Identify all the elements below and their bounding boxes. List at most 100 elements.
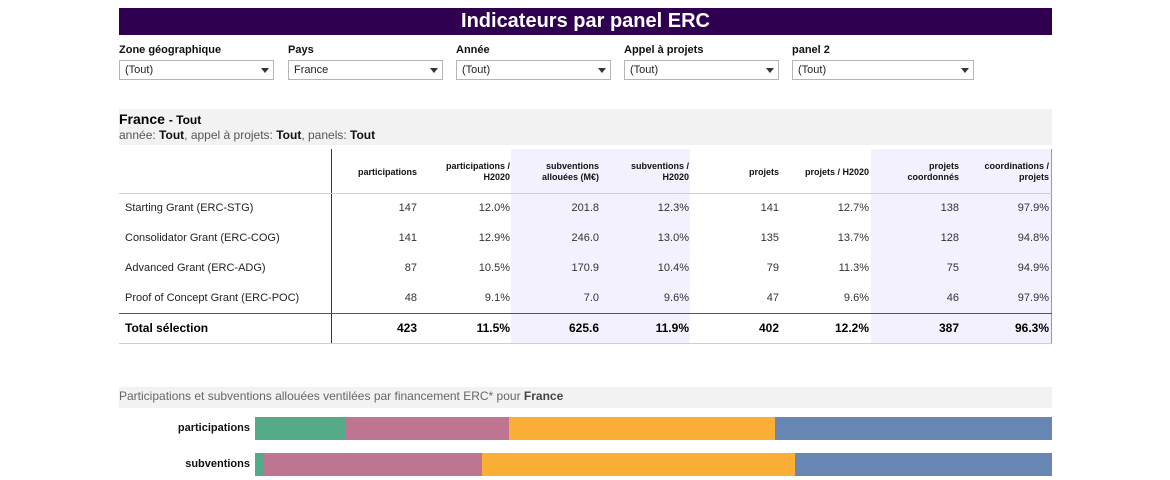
- bar-segment[interactable]: [255, 453, 264, 476]
- panel2-dropdown[interactable]: (Tout): [792, 60, 974, 80]
- column-header-line: H2020: [662, 172, 689, 182]
- table-cell: 246.0: [571, 232, 599, 244]
- column-shade-coordinations: [871, 149, 1051, 344]
- table-cell: 12.7%: [837, 202, 869, 214]
- filter-annee: Année (Tout): [456, 43, 611, 80]
- summary-appel: Tout: [276, 128, 302, 142]
- filter-panel2: panel 2 (Tout): [792, 43, 974, 80]
- column-header: projets / H2020: [784, 159, 869, 185]
- chart-title-country: France: [523, 389, 564, 403]
- stacked-bar: [255, 417, 1052, 440]
- column-header: coordinations / projets: [964, 159, 1049, 185]
- column-header-line: H2020: [483, 172, 510, 182]
- table-cell: 79: [766, 262, 779, 274]
- indicators-table: participations participations / H2020 subve…: [119, 149, 1052, 344]
- column-header: subventions / H2020: [604, 159, 689, 185]
- table-cell: 10.4%: [657, 262, 689, 274]
- annee-dropdown-value: (Tout): [462, 64, 491, 76]
- pays-dropdown-value: France: [294, 64, 329, 76]
- bar-segment[interactable]: [345, 417, 510, 440]
- column-header-line: projets / H2020: [804, 166, 869, 177]
- column-header: projets coordonnés: [874, 159, 959, 185]
- table-bottom-border: [119, 343, 1052, 344]
- table-cell: 625.6: [568, 321, 599, 335]
- summary-suffix-dash: -: [168, 113, 177, 127]
- bar-segment[interactable]: [481, 453, 795, 476]
- pays-dropdown[interactable]: France: [288, 60, 443, 80]
- bar-segment[interactable]: [509, 417, 776, 440]
- table-cell: 141: [760, 202, 779, 214]
- table-cell: 7.0: [583, 292, 599, 304]
- bar-segment[interactable]: [263, 453, 482, 476]
- table-cell: 11.3%: [838, 262, 869, 274]
- table-cell: 9.1%: [484, 292, 510, 304]
- summary-panels-prefix: , panels:: [301, 128, 351, 142]
- column-header: projets: [694, 159, 779, 185]
- table-cell: 48: [404, 292, 417, 304]
- chevron-down-icon: [598, 67, 606, 73]
- summary-appel-prefix: , appel à projets:: [184, 128, 277, 142]
- selection-summary: France - Tout année: Tout, appel à proje…: [119, 109, 1052, 145]
- table-cell: 12.3%: [657, 202, 689, 214]
- column-header-line: allouées (M€): [541, 172, 599, 182]
- table-cell: 97.9%: [1017, 292, 1049, 304]
- page-title: Indicateurs par panel ERC: [119, 8, 1052, 35]
- table-cell: 138: [940, 202, 959, 214]
- annee-dropdown[interactable]: (Tout): [456, 60, 611, 80]
- chevron-down-icon: [261, 67, 269, 73]
- table-cell: 147: [398, 202, 417, 214]
- column-header-line: participations /: [445, 161, 510, 171]
- table-cell: 128: [940, 232, 959, 244]
- zone-dropdown-value: (Tout): [125, 64, 154, 76]
- chevron-down-icon: [430, 67, 438, 73]
- summary-filters: année: Tout, appel à projets: Tout, pane…: [119, 128, 375, 142]
- table-cell: 87: [404, 262, 417, 274]
- summary-country: France: [119, 111, 165, 127]
- column-header-line: subventions: [545, 161, 599, 171]
- summary-annee-prefix: année:: [119, 128, 160, 142]
- bar-segment[interactable]: [255, 417, 346, 440]
- filter-pays: Pays France: [288, 43, 443, 80]
- bar-label: subventions: [185, 458, 250, 470]
- table-cell: 9.6%: [663, 292, 689, 304]
- table-cell: 12.9%: [478, 232, 510, 244]
- summary-heading: France - Tout: [119, 111, 201, 127]
- column-header-text: projets: [749, 167, 779, 178]
- filter-annee-label: Année: [456, 44, 490, 56]
- row-label: Proof of Concept Grant (ERC-POC): [125, 292, 300, 304]
- column-header: participations: [332, 159, 417, 185]
- table-cell: 12.0%: [478, 202, 510, 214]
- bar-segment[interactable]: [775, 417, 1052, 440]
- filter-pays-label: Pays: [288, 44, 314, 56]
- column-header-line: projets: [748, 166, 779, 177]
- row-label: Advanced Grant (ERC-ADG): [125, 262, 266, 274]
- summary-panels: Tout: [350, 128, 376, 142]
- table-cell: 97.9%: [1017, 202, 1049, 214]
- stacked-bar: [255, 453, 1052, 476]
- summary-annee: Tout: [159, 128, 185, 142]
- appel-dropdown-value: (Tout): [630, 64, 659, 76]
- bar-segment[interactable]: [794, 453, 1052, 476]
- table-cell: 13.7%: [837, 232, 869, 244]
- chevron-down-icon: [961, 67, 969, 73]
- filter-appel-label: Appel à projets: [624, 44, 704, 56]
- table-cell: 75: [946, 262, 959, 274]
- zone-dropdown[interactable]: (Tout): [119, 60, 274, 80]
- column-header-line: coordonnés: [907, 172, 959, 182]
- column-header-text: projets / H2020: [805, 167, 869, 178]
- row-header-divider: [331, 149, 332, 344]
- column-header-text: projets coordonnés: [907, 161, 959, 183]
- table-cell: 423: [396, 321, 417, 335]
- column-shade-subventions: [511, 149, 690, 344]
- table-cell: 11.9%: [655, 321, 689, 335]
- column-header-text: coordinations / projets: [984, 161, 1049, 183]
- column-header: subventions allouées (M€): [514, 159, 599, 185]
- column-header-line: projets: [1018, 172, 1049, 182]
- table-cell: 46: [946, 292, 959, 304]
- filter-panel2-label: panel 2: [792, 44, 830, 56]
- appel-dropdown[interactable]: (Tout): [624, 60, 779, 80]
- column-header-text: participations / H2020: [446, 161, 510, 183]
- table-cell: 12.2%: [834, 321, 869, 335]
- table-cell: 402: [758, 321, 779, 335]
- column-header-line: coordinations /: [984, 161, 1049, 171]
